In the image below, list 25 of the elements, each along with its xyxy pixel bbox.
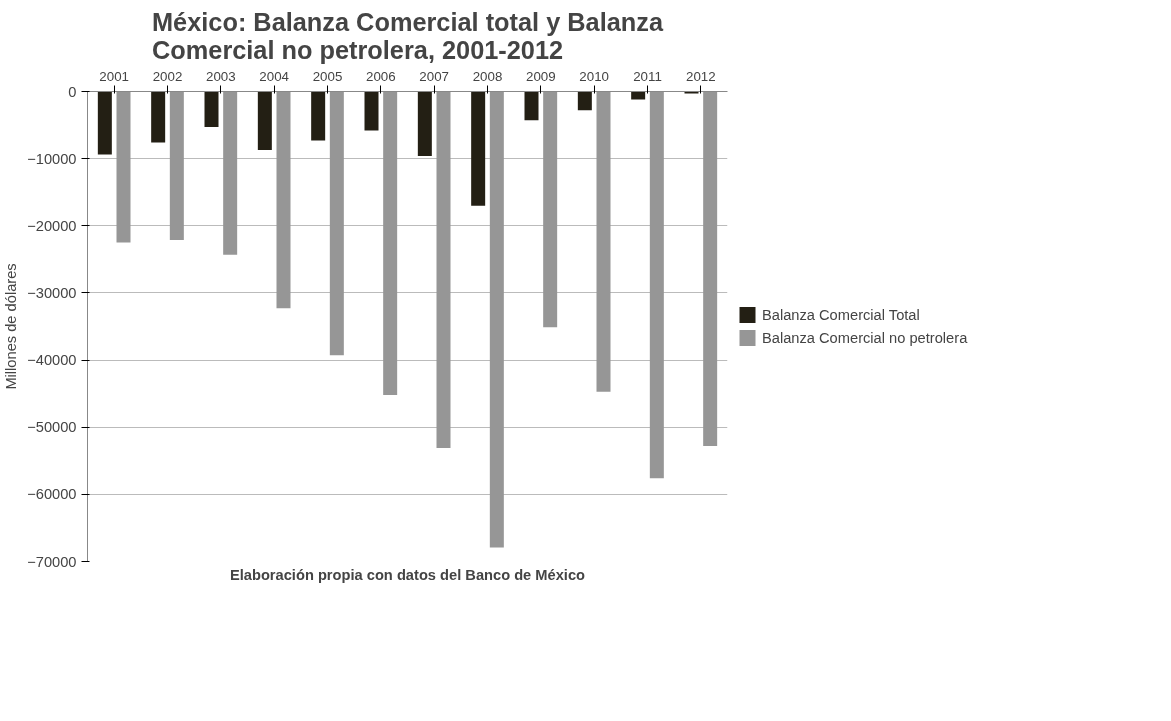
y-tick-label: −20000	[27, 217, 77, 234]
x-tick-label: 2003	[206, 68, 236, 84]
x-axis-title: Elaboración propia con datos del Banco de México	[229, 566, 586, 583]
x-tick-label: 2010	[579, 68, 609, 84]
x-tick-label: 2005	[312, 68, 343, 84]
y-tick-label: −60000	[27, 486, 77, 503]
legend-label: Balanza Comercial Total	[762, 306, 920, 323]
y-tick-label: −30000	[27, 284, 77, 301]
x-tick-label: 2004	[259, 68, 290, 84]
y-axis-title: Millones de dólares	[3, 263, 20, 390]
x-tick-label: 2007	[419, 68, 449, 84]
x-tick-label: 2006	[366, 68, 396, 84]
x-tick-label: 2011	[633, 68, 662, 84]
y-tick-label: −10000	[27, 150, 77, 167]
y-tick-label: 0	[68, 83, 77, 100]
x-tick-label: 2012	[686, 68, 716, 84]
y-tick-label: −70000	[27, 553, 77, 570]
x-tick-label: 2002	[152, 68, 183, 84]
y-tick-label: −50000	[27, 419, 77, 436]
chart-title: México: Balanza Comercial total y Balanza Comercial no petrolera, 2001-2012	[152, 7, 664, 64]
x-tick-label: 2008	[472, 68, 503, 84]
x-tick-label: 2009	[526, 68, 556, 84]
x-tick-label: 2001	[99, 68, 129, 84]
y-tick-label: −40000	[27, 352, 77, 369]
legend-label: Balanza Comercial no petrolera	[762, 329, 968, 346]
